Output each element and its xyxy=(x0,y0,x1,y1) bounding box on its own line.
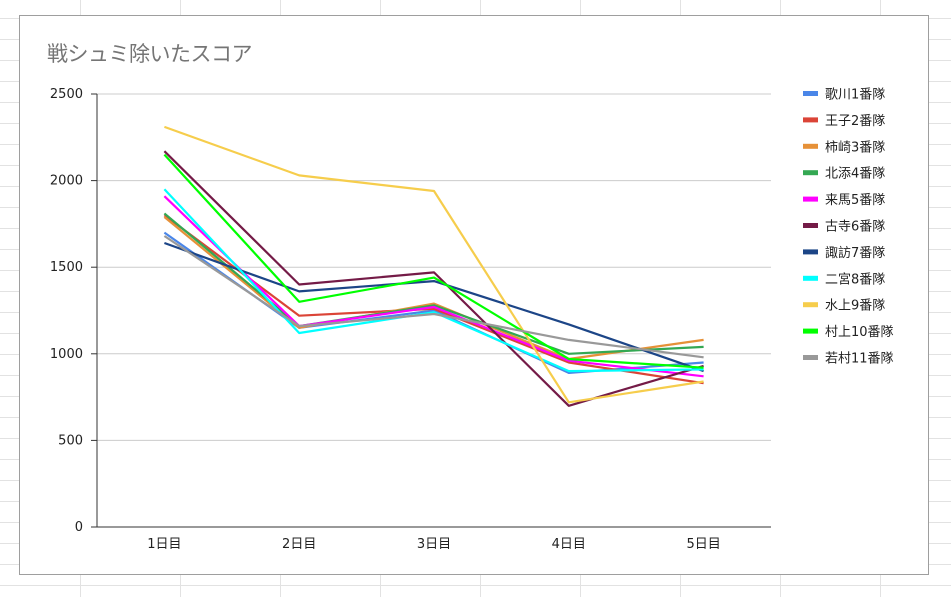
legend-swatch xyxy=(803,223,818,228)
y-tick-label: 1500 xyxy=(50,260,83,275)
series-line-6 xyxy=(163,150,704,407)
series-line-3 xyxy=(163,216,704,361)
gridlines xyxy=(97,93,771,441)
legend-label: 水上9番隊 xyxy=(825,298,885,314)
legend-label: 来馬5番隊 xyxy=(825,192,885,208)
legend-swatch xyxy=(803,117,818,123)
series-line-9 xyxy=(164,125,704,404)
legend-label: 村上10番隊 xyxy=(825,324,894,340)
legend-label: 二宮8番隊 xyxy=(825,271,885,287)
chart-title: 戦シュミ除いたスコア xyxy=(47,42,253,66)
series-line-5 xyxy=(163,195,704,378)
legend-label: 柿崎3番隊 xyxy=(825,139,885,155)
line-chart: 0 500 1000 1500 2000 2500 1日目 2日目 3日目 4日目 5日目 歌川1番… xyxy=(50,87,894,553)
series-line-10 xyxy=(163,153,704,369)
x-tick-label: 1日目 xyxy=(147,537,181,552)
legend-label: 北添4番隊 xyxy=(825,166,885,182)
y-tick-label: 0 xyxy=(75,520,83,535)
legend-swatch xyxy=(803,143,818,149)
chart-card: 戦シュミ除いたスコア 0 500 1000 1500 2000 2500 1日目 2日目 3日目… xyxy=(19,15,929,575)
axes: 0 500 1000 1500 2000 2500 1日目 2日目 3日目 4日目 5日目 xyxy=(50,87,771,552)
legend-swatch xyxy=(803,196,818,202)
legend-label: 古寺6番隊 xyxy=(825,219,885,235)
y-tick-label: 2500 xyxy=(50,87,83,102)
y-tick-label: 500 xyxy=(58,433,83,448)
series-line-4 xyxy=(163,212,704,355)
legend-label: 諏訪7番隊 xyxy=(825,245,885,261)
y-tick-label: 2000 xyxy=(50,174,83,189)
series-line-8 xyxy=(163,188,704,373)
legend-label: 若村11番隊 xyxy=(825,351,894,367)
series-line-11 xyxy=(163,235,704,359)
x-tick-label: 2日目 xyxy=(282,537,316,552)
legend-label: 歌川1番隊 xyxy=(825,87,885,103)
legend-swatch xyxy=(803,355,818,360)
x-tick-label: 5日目 xyxy=(686,537,720,552)
legend-swatch xyxy=(803,302,818,308)
series-line-7 xyxy=(164,241,704,373)
legend-swatch xyxy=(803,249,818,255)
series-line-2 xyxy=(163,214,704,385)
x-tick-label: 4日目 xyxy=(552,537,586,552)
legend-swatch xyxy=(803,328,818,334)
x-tick-label: 3日目 xyxy=(417,537,451,552)
series-lines xyxy=(163,125,704,407)
legend-swatch xyxy=(803,91,818,96)
legend-label: 王子2番隊 xyxy=(825,113,885,129)
legend-swatch xyxy=(803,170,818,176)
y-tick-label: 1000 xyxy=(50,347,83,362)
legend-swatch xyxy=(803,275,818,281)
legend: 歌川1番隊王子2番隊柿崎3番隊北添4番隊来馬5番隊古寺6番隊諏訪7番隊二宮8番隊… xyxy=(803,87,894,367)
